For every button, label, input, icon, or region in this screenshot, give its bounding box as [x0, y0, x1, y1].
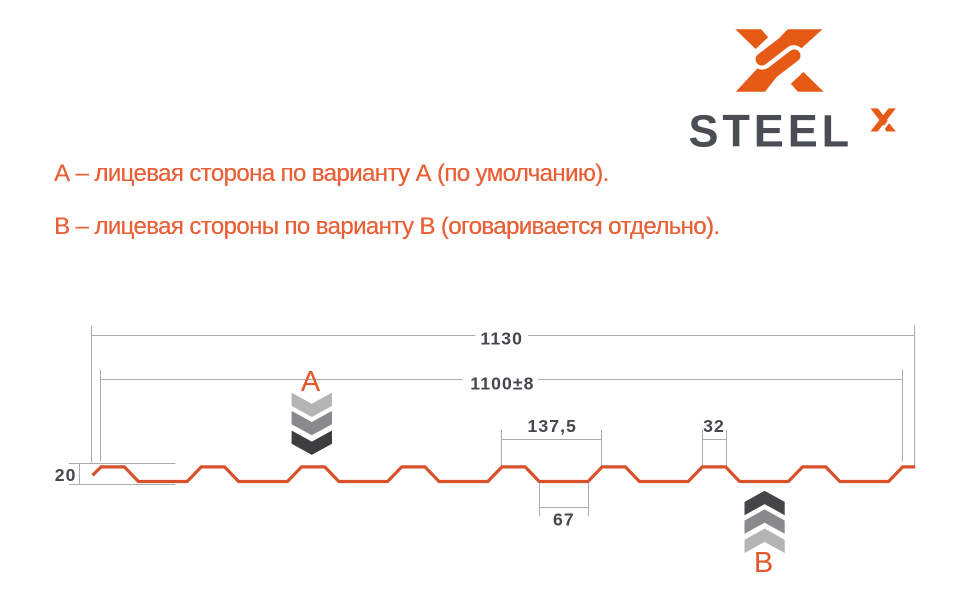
svg-text:А: А [301, 366, 321, 398]
svg-text:137,5: 137,5 [528, 416, 578, 436]
svg-text:20: 20 [55, 465, 77, 485]
svg-text:32: 32 [703, 416, 725, 436]
svg-text:В: В [754, 547, 773, 579]
svg-text:67: 67 [553, 510, 575, 530]
svg-text:1100±8: 1100±8 [470, 373, 534, 393]
svg-text:1130: 1130 [480, 329, 523, 349]
svg-text:STEEL: STEEL [689, 105, 854, 156]
